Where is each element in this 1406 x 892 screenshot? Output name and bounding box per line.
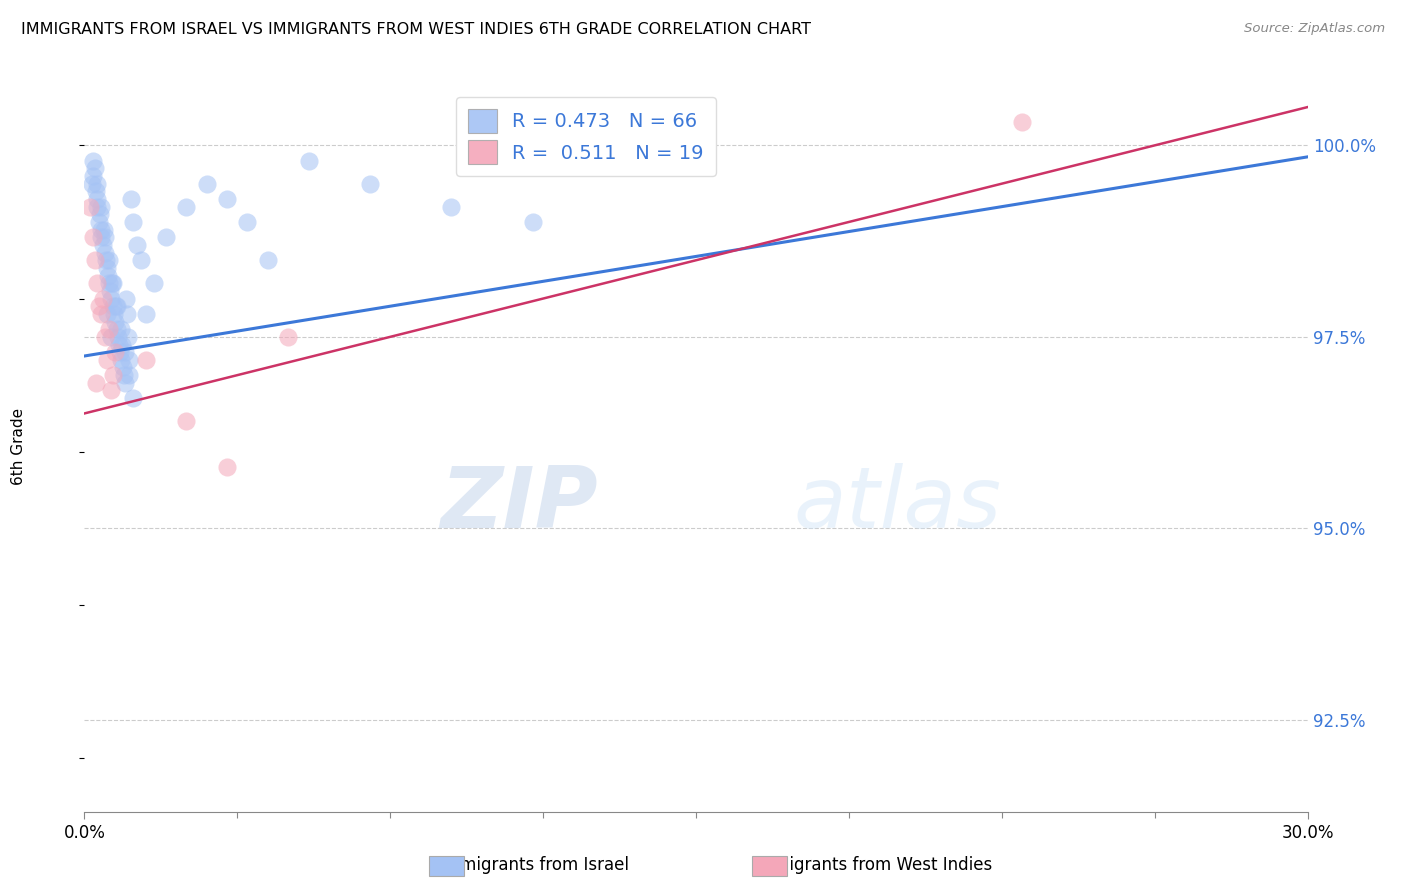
Point (91, 292, 114, 306)
Point (82, 153, 104, 168)
Point (217, 192, 239, 206)
Point (120, 192, 142, 206)
Point (115, 292, 138, 306)
Point (277, 330, 299, 344)
Point (97, 277, 120, 291)
Legend: R = 0.473   N = 66, R =  0.511   N = 19: R = 0.473 N = 66, R = 0.511 N = 19 (456, 97, 716, 176)
Point (105, 322, 128, 336)
Point (135, 307, 157, 321)
Point (96, 352, 118, 367)
Point (93, 222, 115, 236)
Point (97, 268, 120, 283)
Point (97, 322, 120, 336)
Point (90, 222, 112, 236)
Point (115, 307, 138, 321)
Point (98, 284, 121, 298)
Point (83, 253, 105, 268)
Point (114, 376, 136, 390)
Point (100, 292, 122, 306)
Point (101, 368, 124, 383)
Text: IMMIGRANTS FROM ISRAEL VS IMMIGRANTS FROM WEST INDIES 6TH GRADE CORRELATION CHAR: IMMIGRANTS FROM ISRAEL VS IMMIGRANTS FRO… (21, 22, 811, 37)
Point (89, 207, 111, 221)
Point (142, 277, 165, 291)
Point (174, 414, 197, 428)
Point (217, 460, 239, 475)
Point (522, 215, 544, 229)
Point (100, 330, 122, 344)
Point (110, 345, 132, 359)
Point (114, 345, 136, 359)
Point (117, 330, 139, 344)
Point (84, 376, 107, 390)
Text: atlas: atlas (794, 463, 1002, 546)
Point (127, 238, 149, 252)
Point (195, 177, 218, 191)
Point (86, 200, 108, 214)
Point (101, 277, 124, 291)
Point (80, 177, 103, 191)
Point (91, 238, 114, 252)
Point (359, 177, 381, 191)
Text: Immigrants from Israel: Immigrants from Israel (439, 856, 630, 874)
Point (101, 299, 124, 313)
Point (87, 299, 110, 313)
Point (110, 322, 132, 336)
Point (440, 200, 463, 214)
Point (257, 253, 280, 268)
Point (104, 345, 127, 359)
Point (100, 384, 122, 398)
Point (90, 230, 112, 244)
Point (112, 368, 135, 383)
Text: Immigrants from West Indies: Immigrants from West Indies (752, 856, 991, 874)
Point (90, 307, 112, 321)
Point (87, 215, 110, 229)
Point (86, 277, 108, 291)
Point (155, 230, 177, 244)
Point (86, 177, 108, 191)
Point (105, 299, 128, 313)
Point (122, 215, 145, 229)
Point (112, 360, 135, 375)
Point (96, 307, 118, 321)
Point (101, 277, 124, 291)
Point (82, 169, 104, 183)
Point (79, 200, 101, 214)
Point (103, 307, 125, 321)
Point (84, 185, 107, 199)
Point (122, 391, 145, 405)
Point (1011, 115, 1033, 129)
Point (86, 192, 108, 206)
Point (83, 161, 105, 176)
Point (90, 200, 112, 214)
Point (96, 260, 118, 275)
Point (108, 337, 131, 351)
Point (97, 253, 120, 268)
Text: 6th Grade: 6th Grade (11, 408, 25, 484)
Point (93, 330, 117, 344)
Text: ZIP: ZIP (440, 463, 598, 546)
Point (104, 314, 127, 328)
Point (298, 153, 321, 168)
Point (105, 299, 128, 313)
Point (135, 352, 157, 367)
Point (131, 253, 153, 268)
Point (111, 337, 134, 351)
Point (94, 253, 117, 268)
Point (82, 230, 104, 244)
Point (174, 200, 197, 214)
Point (93, 230, 117, 244)
Point (118, 368, 141, 383)
Text: Source: ZipAtlas.com: Source: ZipAtlas.com (1244, 22, 1385, 36)
Point (110, 352, 132, 367)
Point (236, 215, 259, 229)
Point (93, 245, 117, 260)
Point (107, 330, 129, 344)
Point (118, 352, 141, 367)
